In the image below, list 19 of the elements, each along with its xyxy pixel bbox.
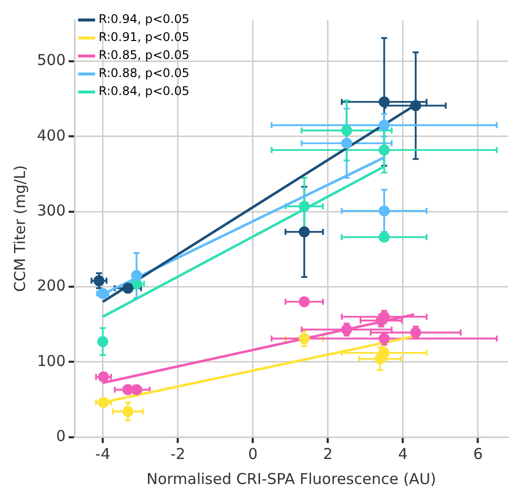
y-tick-label: 0 [56, 426, 66, 445]
x-tick-label: -2 [170, 444, 186, 463]
legend-label: R:0.84, p<0.05 [98, 84, 190, 98]
legend-label: R:0.85, p<0.05 [98, 48, 190, 62]
x-tick-label: 2 [323, 444, 333, 463]
x-tick-label: 4 [398, 444, 408, 463]
legend-label: R:0.94, p<0.05 [98, 12, 190, 26]
legend-label: R:0.91, p<0.05 [98, 30, 190, 44]
x-axis-title: Normalised CRI-SPA Fluorescence (AU) [146, 470, 436, 488]
x-tick-label: -4 [95, 444, 110, 463]
x-tick-label: 6 [473, 444, 483, 463]
y-tick-label: 400 [36, 126, 66, 144]
y-tick-label: 100 [36, 352, 66, 370]
legend-label: R:0.88, p<0.05 [98, 66, 190, 80]
x-tick-label: 0 [248, 444, 258, 463]
y-tick-label: 300 [36, 201, 66, 220]
y-tick-label: 500 [36, 51, 66, 70]
y-tick-label: 200 [36, 276, 66, 295]
y-axis-title: CCM Titer (mg/L) [10, 165, 29, 292]
